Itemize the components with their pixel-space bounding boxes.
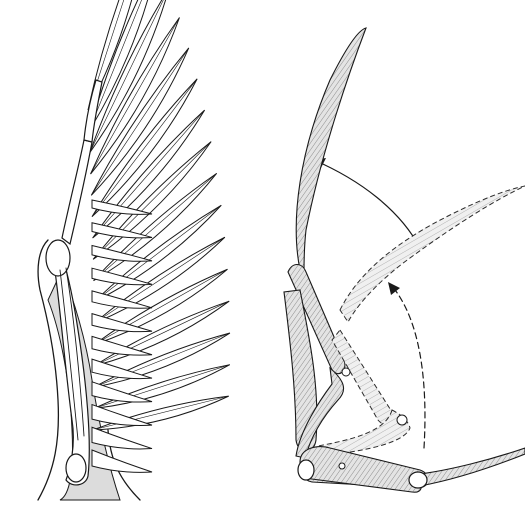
feather-shaft [91, 47, 189, 196]
intermediate-bone [331, 329, 394, 426]
feather-shaft [91, 78, 198, 217]
feather-shaft [92, 395, 229, 431]
feather-shaft [89, 0, 164, 153]
left-wing-panel [37, 0, 231, 501]
feather-shaft [93, 173, 217, 281]
covert-feather [91, 244, 153, 262]
upper-arc-arrow [313, 159, 421, 249]
feather-shaft [92, 141, 212, 260]
shoulder-joint [65, 453, 87, 483]
feather-shaft [93, 332, 231, 388]
covert-feather [91, 381, 153, 403]
raised-long-feather [295, 27, 367, 273]
feather-shaft [90, 17, 180, 175]
covert-feather [91, 199, 153, 215]
folded-bone-lower [303, 477, 422, 493]
right-fold-panel [283, 27, 525, 493]
wing-skeleton [45, 79, 103, 486]
lower-arc-arrow [391, 285, 426, 449]
hand-bones [83, 79, 103, 143]
feather-shaft [87, 0, 125, 111]
radius-ulna [61, 139, 93, 246]
covert-feather [91, 290, 153, 309]
lower-arrowhead [388, 282, 400, 295]
wrist-joint [45, 239, 71, 277]
covert-feather [91, 222, 153, 239]
feather [88, 0, 149, 132]
feather-shaft [93, 364, 230, 409]
covert-feather [91, 403, 153, 426]
covert-feather [91, 358, 153, 380]
covert-feather [91, 426, 153, 450]
intermediate-feather [339, 185, 525, 323]
feather-shaft [93, 268, 228, 345]
feather-shaft [93, 205, 222, 303]
covert-feather [91, 312, 153, 333]
feather-shaft [93, 300, 230, 367]
feather-fan [87, 0, 231, 473]
feather-shaft [92, 109, 205, 239]
folded-long-feather [419, 447, 525, 487]
feather [89, 0, 167, 153]
feather-shaft [93, 236, 226, 324]
covert-feather [91, 335, 153, 356]
covert-feather [91, 449, 153, 473]
raised-wing-position [283, 27, 367, 459]
folded-wing-position [297, 445, 525, 493]
feather-shaft [88, 0, 142, 132]
intermediate-wing-position [317, 185, 525, 457]
covert-feather [91, 267, 153, 286]
